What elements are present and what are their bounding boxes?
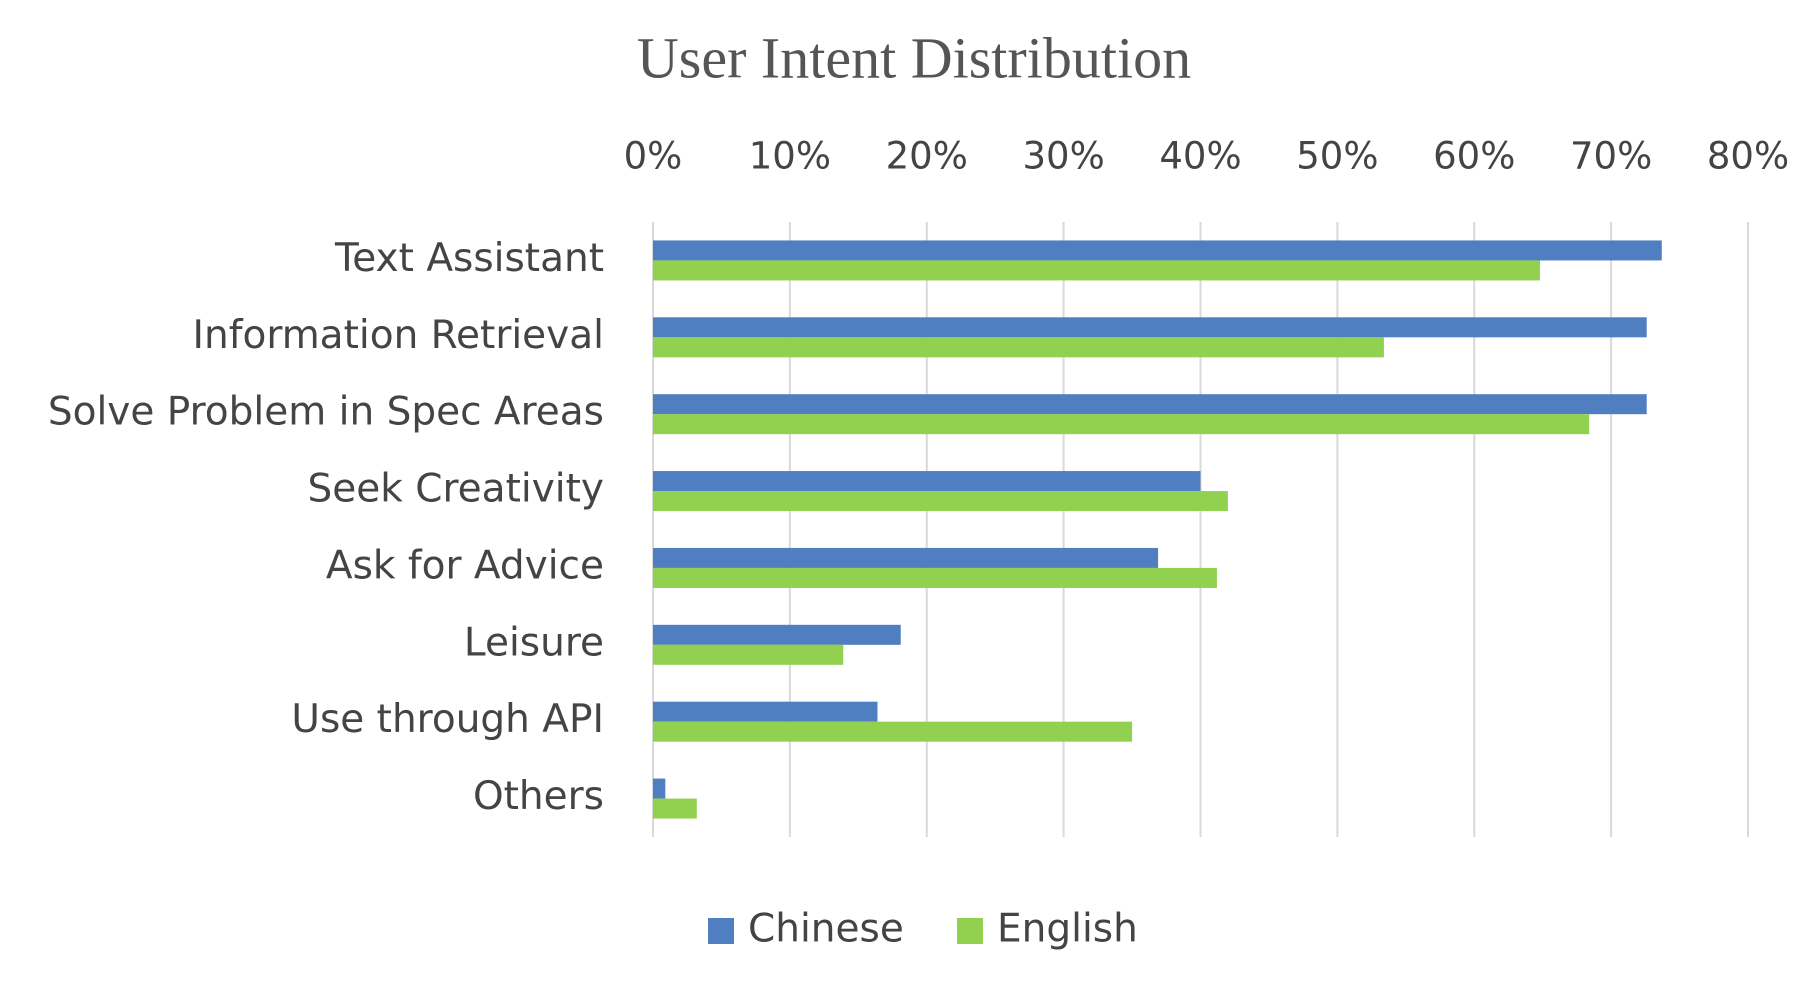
x-tick-label: 40% <box>1159 135 1241 178</box>
bar <box>653 798 697 819</box>
bar <box>653 721 1133 742</box>
bar <box>653 547 1159 568</box>
legend-label: English <box>997 907 1138 952</box>
bar <box>653 624 901 645</box>
x-tick-label: 20% <box>886 135 968 178</box>
bar <box>653 394 1647 415</box>
bar <box>653 471 1201 492</box>
chart-title: User Intent Distribution <box>637 25 1191 90</box>
bar <box>653 701 878 722</box>
y-tick-label: Text Assistant <box>334 236 604 281</box>
x-tick-label: 70% <box>1570 135 1652 178</box>
bar <box>653 317 1647 338</box>
legend-swatch <box>708 918 734 944</box>
y-tick-label: Seek Creativity <box>308 467 604 512</box>
x-tick-label: 0% <box>624 135 683 178</box>
bar <box>653 260 1540 281</box>
bar <box>653 567 1217 588</box>
bar <box>653 778 666 799</box>
x-tick-label: 10% <box>749 135 831 178</box>
bar <box>653 240 1662 261</box>
y-tick-label: Information Retrieval <box>193 313 604 358</box>
legend-swatch <box>957 918 983 944</box>
y-tick-label: Leisure <box>464 620 604 665</box>
y-tick-label: Others <box>473 774 604 819</box>
x-tick-label: 80% <box>1707 135 1789 178</box>
y-tick-label: Use through API <box>291 697 604 742</box>
bar <box>653 644 844 665</box>
legend-label: Chinese <box>748 907 904 952</box>
y-tick-label: Ask for Advice <box>326 543 604 588</box>
y-tick-label: Solve Problem in Spec Areas <box>48 390 604 435</box>
bar <box>653 491 1228 512</box>
x-tick-label: 30% <box>1023 135 1105 178</box>
x-tick-label: 50% <box>1296 135 1378 178</box>
bar <box>653 414 1590 435</box>
x-tick-label: 60% <box>1433 135 1515 178</box>
bar <box>653 337 1384 358</box>
